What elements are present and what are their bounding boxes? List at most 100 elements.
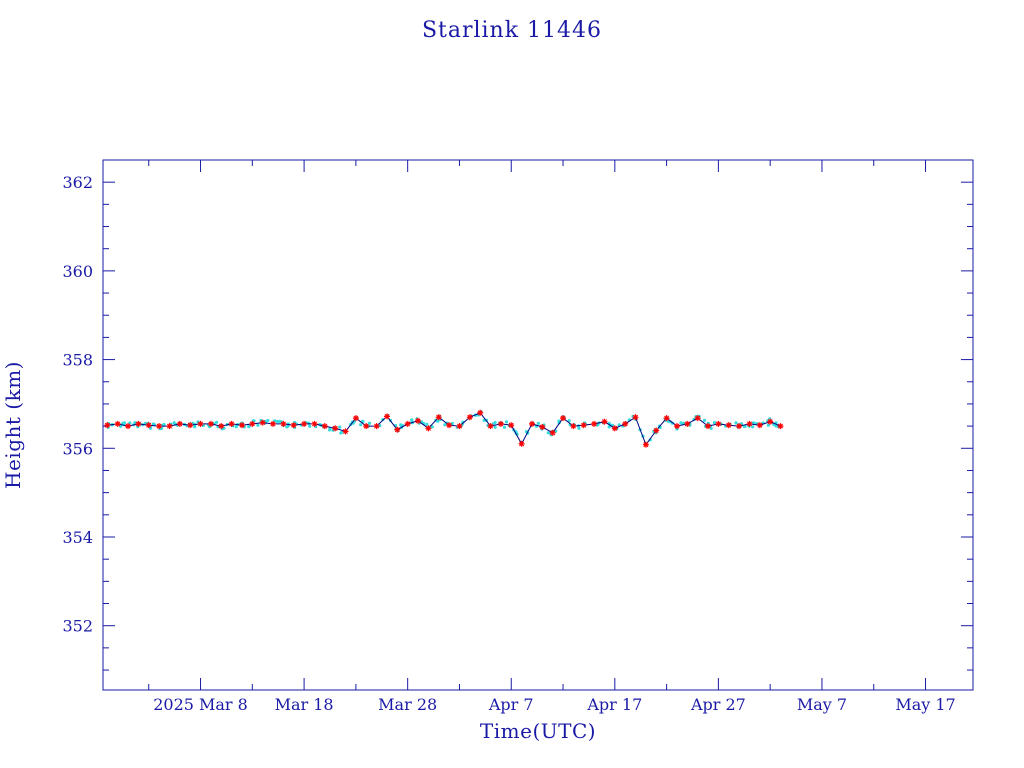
data-point (311, 420, 318, 427)
band-point (712, 420, 717, 425)
marker-stroke (166, 423, 173, 429)
marker-stroke (363, 423, 369, 429)
marker-stroke (487, 423, 494, 429)
marker-stroke (570, 423, 576, 429)
data-point (373, 423, 380, 430)
data-point (301, 420, 308, 427)
band-point (774, 424, 778, 428)
marker-stroke (715, 421, 721, 427)
data-point (580, 422, 587, 429)
band-point (121, 421, 125, 425)
data-point (135, 420, 142, 427)
data-point (114, 420, 121, 427)
marker-stroke (591, 421, 597, 427)
marker-stroke (560, 415, 566, 421)
marker-stroke (280, 421, 286, 427)
marker-stroke (104, 422, 110, 428)
marker-stroke (498, 421, 504, 427)
band-point (681, 421, 686, 425)
data-point (591, 420, 598, 427)
y-tick-label: 362 (62, 173, 93, 192)
marker-stroke (125, 423, 131, 429)
data-point (259, 419, 266, 426)
band-point (275, 419, 279, 424)
data-point (218, 423, 225, 430)
marker-stroke (115, 421, 121, 427)
band-point (273, 419, 277, 423)
data-point (570, 423, 577, 430)
band-point (256, 423, 260, 427)
marker-stroke (767, 419, 773, 425)
data-point (290, 422, 297, 429)
band-point (277, 419, 282, 423)
data-point (363, 423, 370, 430)
data-point (404, 420, 411, 427)
y-tick-label: 352 (62, 617, 93, 636)
y-tick-label: 354 (62, 528, 93, 547)
band-point (285, 425, 289, 429)
data-point (280, 420, 287, 427)
data-point (560, 415, 566, 422)
marker-stroke (726, 422, 732, 428)
marker-stroke (146, 422, 152, 428)
marker-stroke (757, 422, 763, 428)
band-point (399, 423, 403, 427)
data-point (166, 423, 173, 430)
y-tick-label: 356 (62, 439, 93, 458)
band-point (201, 423, 205, 428)
band-point (247, 425, 251, 429)
band-point (338, 425, 342, 429)
band-point (702, 418, 707, 422)
data-point (518, 440, 525, 447)
marker-stroke (632, 414, 639, 420)
data-point (332, 425, 339, 432)
x-tick-label: 2025 Mar 8 (153, 695, 248, 714)
data-point (539, 424, 546, 430)
band-point (359, 423, 363, 427)
marker-stroke (612, 425, 618, 431)
marker-stroke (684, 421, 690, 427)
marker-stroke (177, 421, 183, 427)
data-point (352, 415, 359, 422)
marker-stroke (746, 421, 753, 427)
marker-stroke (508, 422, 514, 428)
data-point (156, 423, 163, 430)
marker-stroke (322, 423, 328, 429)
data-point (642, 441, 649, 448)
marker-stroke (394, 427, 400, 433)
band-point (436, 419, 440, 423)
data-point (705, 423, 711, 430)
marker-stroke (218, 423, 224, 429)
x-axis-label: Time(UTC) (480, 719, 596, 743)
band-point (450, 421, 454, 426)
data-point (715, 420, 722, 427)
x-tick-label: Apr 27 (690, 695, 746, 714)
band-point (751, 425, 755, 429)
marker-stroke (415, 418, 421, 424)
band-point (308, 424, 312, 428)
band-point (266, 418, 270, 423)
series-markers (104, 409, 784, 448)
band-point (493, 425, 497, 429)
marker-stroke (156, 423, 162, 429)
series-line (107, 412, 781, 446)
marker-stroke (260, 420, 266, 426)
marker-stroke (229, 421, 235, 427)
marker-stroke (467, 414, 473, 420)
marker-stroke (301, 421, 307, 427)
marker-stroke (239, 422, 245, 428)
data-point (207, 420, 214, 427)
chart-title: Starlink 11446 (422, 18, 602, 43)
band-point (743, 424, 747, 428)
data-point (415, 417, 421, 424)
band-point (607, 425, 611, 429)
data-point (674, 423, 680, 430)
marker-stroke (674, 423, 680, 429)
data-point (725, 422, 732, 429)
x-tick-label: Mar 28 (378, 695, 437, 714)
x-tick-label: Mar 18 (275, 695, 334, 714)
marker-stroke (643, 442, 649, 448)
band-point (536, 421, 541, 425)
y-tick-label: 360 (62, 262, 93, 281)
